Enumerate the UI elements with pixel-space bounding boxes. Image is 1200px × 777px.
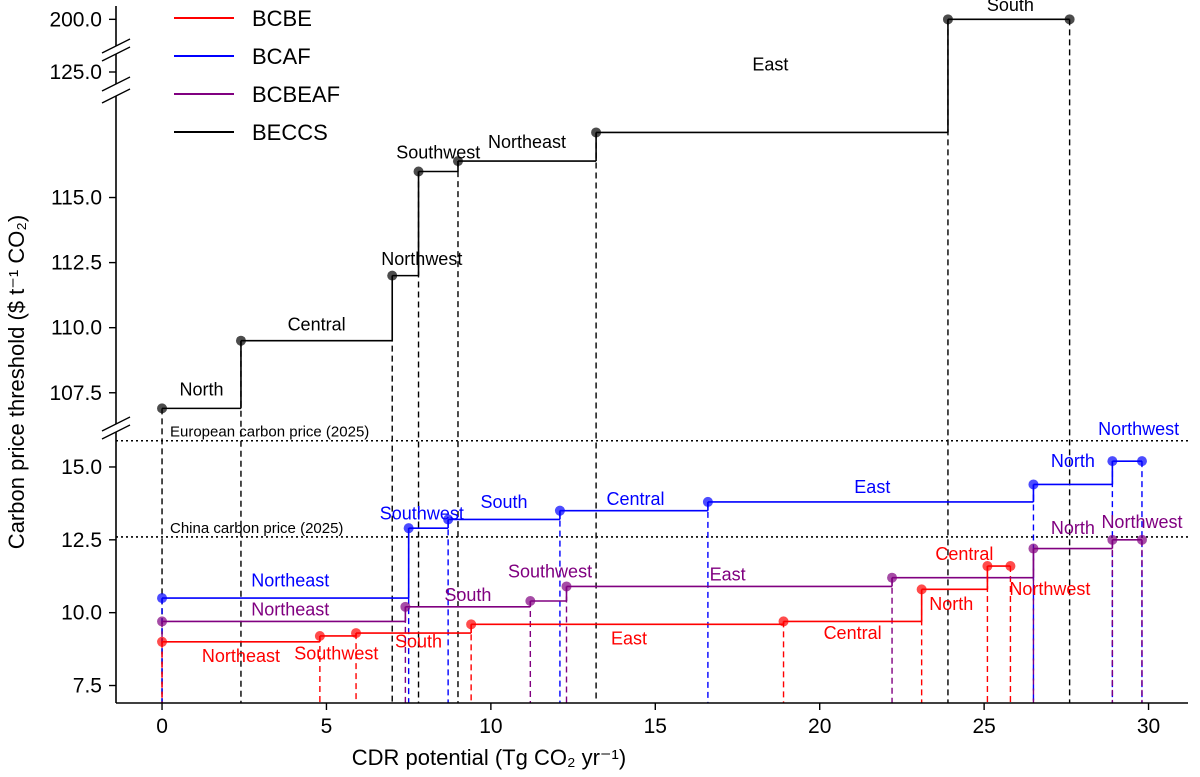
beccs-point-0 [157, 403, 168, 414]
bcaf-point-3 [554, 505, 565, 516]
reference-line-label-1: China carbon price (2025) [170, 520, 343, 537]
bcaf-point-0 [157, 593, 168, 604]
beccs-point-1 [235, 335, 246, 346]
bcbe-point-1 [314, 630, 325, 641]
bcbeaf-point-5 [1028, 543, 1039, 554]
bcaf-point-4 [702, 496, 713, 507]
beccs-label-4: Northeast [488, 132, 566, 152]
bcbe-label-25: North [929, 594, 973, 614]
beccs-point-3 [413, 166, 424, 177]
x-tick-label-2: 10 [479, 715, 502, 738]
bcbeaf-point-7 [1136, 534, 1147, 545]
bcbeaf-point-2 [525, 596, 536, 607]
beccs-label-5: East [752, 55, 788, 75]
bcaf-label-11: East [854, 477, 890, 497]
bcbe-point-7 [1005, 561, 1016, 572]
beccs-point-6 [942, 14, 953, 25]
bcbe-label-27: Northwest [1009, 579, 1090, 599]
bcbeaf-point-1 [400, 601, 411, 612]
x-tick-label-6: 30 [1137, 715, 1160, 738]
y-tick-label-mid-0: 125.0 [49, 61, 102, 84]
x-tick-label-3: 15 [644, 715, 667, 738]
axis-break-mark-0-1 [101, 46, 131, 62]
bcaf-label-8: Southwest [380, 503, 464, 523]
bcbeaf-label-14: Northeast [251, 600, 329, 620]
beccs-label-3: Southwest [396, 142, 480, 162]
axis-break-mark-0-0 [101, 38, 131, 54]
bcaf-label-10: Central [607, 489, 665, 509]
bcbeaf-point-0 [157, 616, 168, 627]
bcbe-label-21: Southwest [294, 643, 378, 663]
x-tick-label-0: 0 [156, 715, 168, 738]
bcaf-label-13: Northwest [1098, 419, 1179, 439]
bcbeaf-point-4 [887, 572, 898, 583]
beccs-label-0: North [179, 379, 223, 399]
beccs-point-2 [387, 270, 398, 281]
legend-label-beccs: BECCS [252, 120, 328, 145]
axis-break-mark-1-1 [101, 88, 131, 104]
beccs-label-6: South [987, 0, 1034, 15]
x-tick-label-4: 20 [808, 715, 831, 738]
bcbeaf-label-18: North [1051, 518, 1095, 538]
y-tick-label-low-0: 7.5 [73, 675, 102, 698]
bcaf-point-2 [443, 514, 454, 525]
legend-label-bcbeaf: BCBEAF [252, 82, 340, 107]
bcbe-label-26: Central [935, 544, 993, 564]
bcbeaf-label-19: Northwest [1101, 512, 1182, 532]
bcbeaf-point-3 [561, 581, 572, 592]
y-tick-label-main-3: 115.0 [51, 187, 102, 210]
x-tick-label-5: 25 [972, 715, 995, 738]
bcbe-point-0 [157, 636, 168, 647]
axes: 200.0 125.0 107.5 110.0 112.5 115.0 7.5 10.0 12.… [49, 6, 1188, 738]
axis-break-mark-2-1 [101, 424, 131, 440]
bcbeaf-label-15: South [444, 585, 491, 605]
y-tick-label-main-0: 107.5 [49, 382, 102, 405]
drop-lines [161, 19, 1143, 703]
y-tick-label-top-0: 200.0 [49, 8, 102, 31]
bcaf-point-5 [1028, 479, 1039, 490]
axis-break-mark-2-0 [101, 416, 131, 432]
bcbe-point-6 [982, 561, 993, 572]
legend-label-bcbe: BCBE [252, 6, 312, 31]
y-tick-label-low-1: 10.0 [61, 602, 102, 625]
bcbeaf-point-6 [1107, 534, 1118, 545]
beccs-point-4 [452, 156, 463, 167]
reference-line-label-0: European carbon price (2025) [170, 424, 369, 441]
beccs-point-5 [591, 127, 602, 138]
legend-label-bcaf: BCAF [252, 44, 311, 69]
bcaf-point-6 [1107, 456, 1118, 467]
bcbe-label-23: East [611, 629, 647, 649]
beccs-label-2: Northwest [381, 249, 462, 269]
y-tick-label-low-2: 12.5 [61, 529, 102, 552]
bcbe-point-5 [916, 584, 927, 595]
bcbe-point-2 [351, 628, 362, 639]
bcaf-label-12: North [1051, 451, 1095, 471]
bcbe-label-22: South [395, 632, 442, 652]
beccs-label-1: Central [288, 314, 346, 334]
legend: BCBE BCAF BCBEAF BECCS [174, 6, 340, 145]
y-axis-title: Carbon price threshold ($ t⁻¹ CO₂) [4, 215, 29, 549]
bcbe-label-20: Northeast [202, 646, 280, 666]
axis-break-mark-1-0 [101, 76, 131, 92]
bcaf-label-7: Northeast [251, 570, 329, 590]
bcbe-label-24: Central [824, 623, 882, 643]
y-tick-label-main-2: 112.5 [51, 252, 102, 275]
bcbe-point-3 [466, 619, 477, 630]
x-tick-label-1: 5 [321, 715, 333, 738]
bcaf-point-1 [403, 523, 414, 534]
bcbeaf-label-17: East [710, 565, 746, 585]
bcaf-label-9: South [481, 492, 528, 512]
bcbe-point-4 [778, 616, 789, 627]
series-markers [157, 14, 1147, 647]
bcbeaf-label-16: Southwest [508, 562, 592, 582]
beccs-point-7 [1064, 14, 1075, 25]
y-tick-label-main-1: 110.0 [51, 317, 102, 340]
y-tick-label-low-3: 15.0 [61, 456, 102, 479]
reference-lines: European carbon price (2025) China carbon… [116, 424, 1188, 538]
x-axis-title: CDR potential (Tg CO₂ yr⁻¹) [352, 745, 626, 770]
segment-labels: North Central Northwest Southwest Northeast E… [179, 0, 1182, 666]
bcaf-point-7 [1136, 456, 1147, 467]
